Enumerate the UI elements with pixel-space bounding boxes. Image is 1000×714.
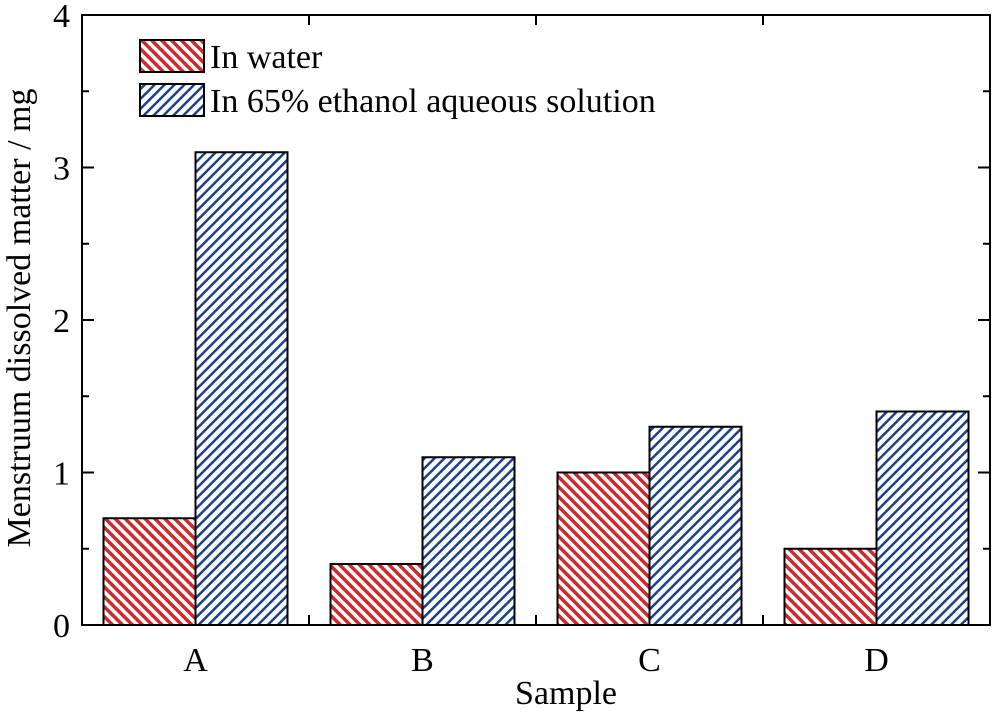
bar-c-series-1 xyxy=(556,471,651,626)
x-axis-label: Sample xyxy=(515,675,617,712)
x-tick-label-d: D xyxy=(864,642,889,679)
x-tick-label-c: C xyxy=(638,642,661,679)
bar-b-series-1 xyxy=(329,563,424,626)
y-tick-label: 1 xyxy=(53,456,70,493)
legend-label-series-2: In 65% ethanol aqueous solution xyxy=(210,83,656,120)
legend-swatch-series-1 xyxy=(139,39,205,73)
y-axis-label: Menstruum dissolved matter / mg xyxy=(1,89,38,548)
y-tick-label: 0 xyxy=(53,608,70,645)
axes-group: A B C D 0 1 2 3 4 xyxy=(53,0,991,679)
bar-c-series-2 xyxy=(648,425,743,626)
x-tick-label-b: B xyxy=(411,642,434,679)
legend-swatch-series-2 xyxy=(139,83,205,117)
y-tick-label: 3 xyxy=(53,151,70,188)
y-tick-label: 4 xyxy=(53,0,70,35)
legend-label-series-1: In water xyxy=(210,39,323,76)
bar-a-series-2 xyxy=(194,151,289,626)
bar-a-series-1 xyxy=(102,517,197,626)
bar-d-series-1 xyxy=(783,547,878,626)
legend: In water In 65% ethanol aqueous solution xyxy=(139,39,656,120)
y-tick-label: 2 xyxy=(53,303,70,340)
x-tick-label-a: A xyxy=(183,642,208,679)
bar-b-series-2 xyxy=(421,456,516,626)
bar-d-series-2 xyxy=(875,410,970,626)
bars-group xyxy=(102,151,970,626)
